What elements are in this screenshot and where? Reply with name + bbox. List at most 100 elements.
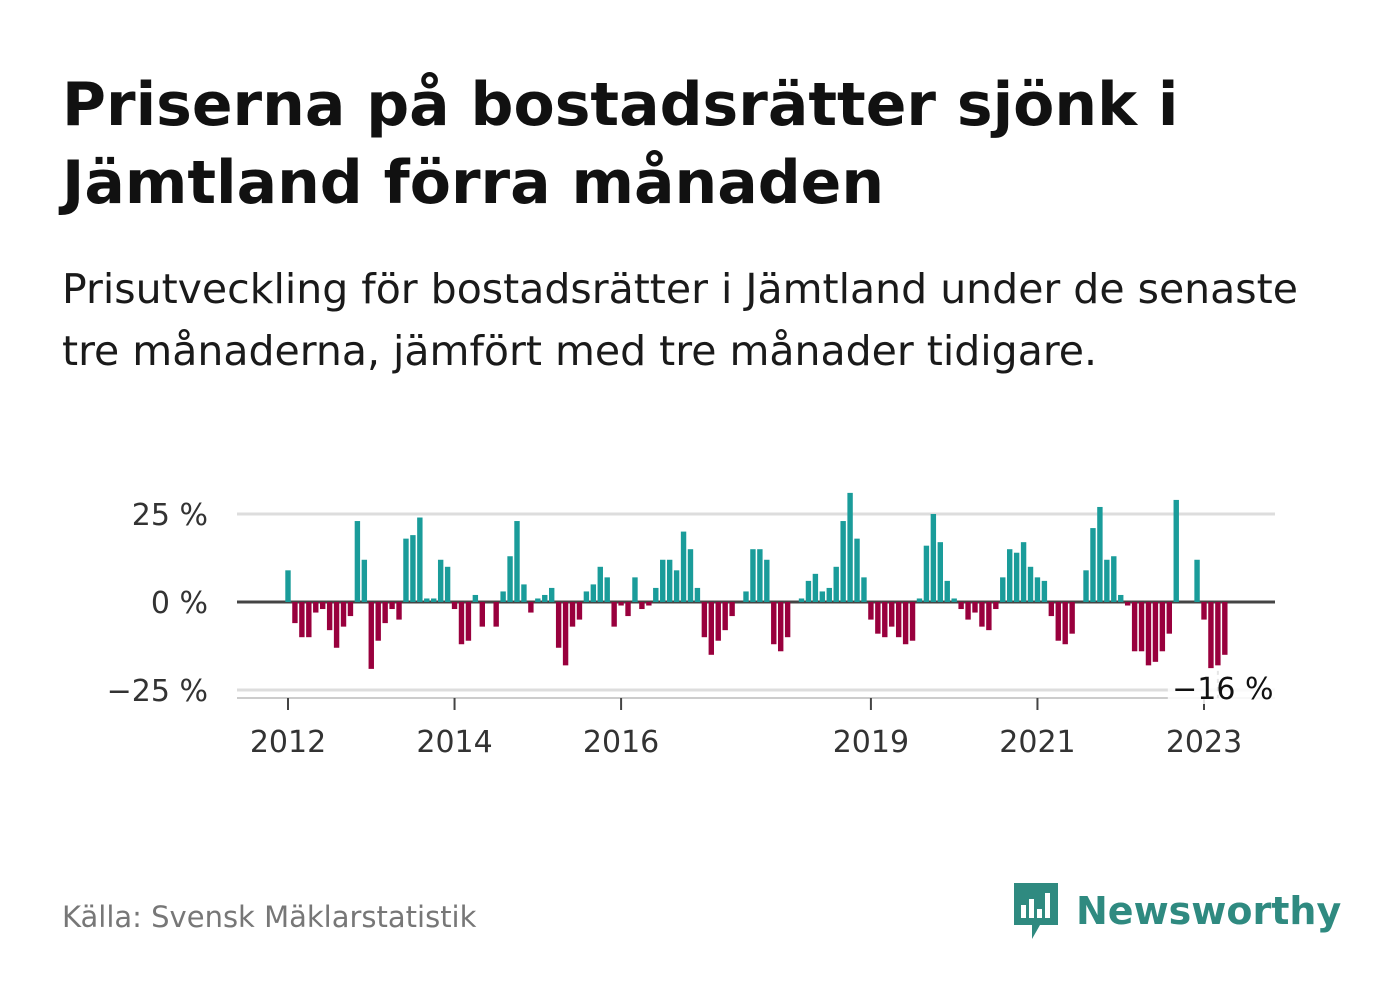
- bar: [979, 602, 985, 627]
- bar: [340, 602, 347, 627]
- bar: [569, 602, 576, 627]
- bar: [424, 598, 430, 602]
- bar: [771, 602, 777, 645]
- bar: [722, 602, 728, 631]
- bar: [361, 559, 368, 602]
- bar: [916, 598, 923, 602]
- newsworthy-logo-text: Newsworthy: [1076, 889, 1342, 933]
- bar: [666, 559, 673, 602]
- bar: [1027, 566, 1034, 602]
- annotation-background: [1167, 668, 1280, 704]
- bar: [1097, 506, 1103, 602]
- bar: [1145, 602, 1152, 666]
- bar: [937, 542, 943, 602]
- bar: [715, 602, 721, 641]
- bar: [1007, 549, 1013, 602]
- newsworthy-logo-icon: [1014, 883, 1058, 939]
- bar: [576, 602, 583, 620]
- bar: [729, 602, 735, 617]
- bar: [1208, 602, 1214, 669]
- bar: [632, 577, 638, 602]
- bar: [326, 602, 333, 631]
- bar: [625, 602, 631, 617]
- bar: [410, 535, 416, 602]
- bar: [306, 602, 312, 638]
- bar: [1090, 528, 1096, 602]
- bar: [784, 602, 791, 638]
- bar: [347, 602, 354, 617]
- bar: [611, 602, 617, 627]
- bar: [639, 602, 645, 610]
- bar: [292, 602, 298, 624]
- bar: [1083, 570, 1089, 602]
- bar: [479, 602, 485, 627]
- bar: [1222, 602, 1228, 655]
- bar: [1131, 602, 1138, 652]
- bar: [500, 591, 506, 602]
- bar: [798, 598, 805, 602]
- bar: [653, 587, 659, 602]
- bar: [868, 602, 874, 620]
- bar: [1173, 499, 1179, 602]
- bar: [861, 577, 867, 602]
- bar: [875, 602, 881, 634]
- bar: [833, 566, 839, 602]
- bar: [889, 602, 895, 627]
- bar: [1215, 602, 1221, 666]
- bar: [902, 602, 909, 645]
- bar: [805, 580, 812, 602]
- bar: [673, 570, 680, 602]
- bar: [778, 602, 784, 652]
- bar: [320, 602, 326, 610]
- bar: [389, 602, 395, 610]
- bar: [1138, 602, 1145, 652]
- chart-title: Priserna på bostadsrätter sjönk i Jämtla…: [62, 70, 1179, 218]
- x-tick-label: 2019: [833, 725, 909, 760]
- bar: [458, 602, 465, 645]
- bar: [750, 549, 756, 602]
- annotation-label: −16 %: [1172, 672, 1273, 707]
- bar: [535, 598, 541, 602]
- bar: [687, 549, 694, 602]
- bar: [1111, 556, 1117, 602]
- bar: [986, 602, 992, 631]
- bar: [854, 538, 860, 602]
- bar: [1201, 602, 1207, 620]
- bar: [451, 602, 458, 610]
- bar: [1048, 602, 1055, 617]
- bar: [618, 602, 624, 606]
- bar: [313, 602, 319, 613]
- bar: [528, 602, 534, 613]
- x-tick-label: 2021: [999, 725, 1075, 760]
- bar: [1041, 580, 1048, 602]
- bar: [354, 521, 361, 602]
- bar: [680, 531, 687, 602]
- bar: [465, 602, 472, 641]
- bar: [944, 580, 950, 602]
- bar: [542, 594, 548, 602]
- bar: [403, 538, 409, 602]
- x-tick-label: 2012: [250, 725, 326, 760]
- newsworthy-logo[interactable]: Newsworthy: [1010, 880, 1341, 942]
- bar: [819, 591, 826, 602]
- bar: [555, 602, 562, 648]
- bar: [1000, 577, 1006, 602]
- bar: [646, 602, 652, 606]
- bar: [368, 602, 374, 669]
- x-axis: 2012 2014 2016 2019 2021 2023: [237, 697, 1275, 760]
- bar: [930, 514, 937, 602]
- bar: [764, 559, 770, 602]
- bar: [1062, 602, 1068, 645]
- bar: [965, 602, 971, 620]
- bar: [1124, 602, 1131, 606]
- chart-subtitle: Prisutveckling för bostadsrätter i Jämtl…: [62, 265, 1298, 375]
- price-change-bar-chart: 25 % 0 % −25 % 2012 2014 2016 2019 2021 2023 −1…: [107, 492, 1280, 760]
- bar: [1069, 602, 1075, 634]
- bar: [826, 587, 832, 602]
- bar: [993, 602, 999, 610]
- bar: [590, 584, 597, 602]
- y-tick-label: 25 %: [132, 498, 208, 533]
- bar: [812, 573, 819, 602]
- bar: [951, 598, 957, 602]
- bar: [660, 559, 666, 602]
